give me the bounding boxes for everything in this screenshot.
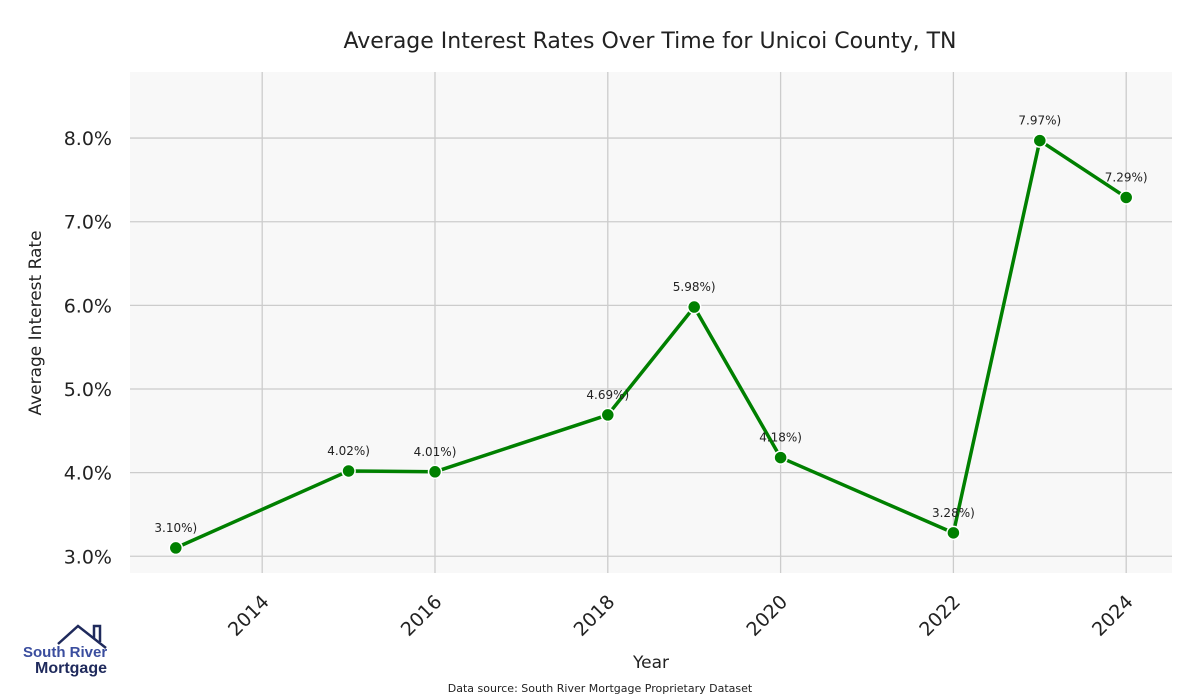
- y-axis-label: Average Interest Rate: [26, 230, 46, 415]
- data-point: [600, 407, 616, 423]
- data-label: 3.28%): [932, 506, 975, 520]
- data-point: [427, 464, 443, 480]
- data-point: [341, 463, 356, 479]
- data-point: [1118, 190, 1134, 205]
- data-point: [946, 525, 961, 541]
- chart-title: Average Interest Rates Over Time for Uni…: [343, 29, 956, 54]
- data-label: 3.10%): [154, 521, 197, 535]
- data-label: 4.02%): [327, 444, 370, 458]
- data-label: 7.97%): [1018, 114, 1061, 128]
- data-label: 4.18%): [759, 431, 802, 445]
- data-label: 4.01%): [414, 445, 457, 459]
- data-point: [773, 450, 788, 465]
- data-source-note: Data source: South River Mortgage Propri…: [447, 682, 753, 695]
- logo-line2: Mortgage: [35, 660, 107, 677]
- data-point: [1032, 133, 1048, 148]
- y-tick-label: 4.0%: [64, 463, 112, 485]
- data-label: 4.69%): [586, 388, 629, 402]
- logo-line1: South River: [23, 644, 108, 661]
- data-point: [168, 540, 184, 556]
- y-tick-label: 7.0%: [64, 212, 112, 234]
- south-river-mortgage-logo: South River Mortgage: [20, 620, 120, 684]
- house-roof-icon: [57, 624, 107, 649]
- data-label: 7.29%): [1105, 170, 1148, 184]
- y-tick-label: 3.0%: [64, 546, 112, 568]
- x-axis-label: Year: [632, 653, 669, 673]
- y-tick-label: 5.0%: [64, 379, 112, 401]
- x-tick-label: 2014: [224, 591, 274, 641]
- y-tick-label: 6.0%: [64, 295, 112, 317]
- x-tick-label: 2016: [397, 591, 447, 641]
- data-point: [686, 299, 702, 315]
- x-tick-label: 2022: [915, 591, 965, 641]
- x-tick-label: 2018: [570, 591, 620, 641]
- y-tick-label: 8.0%: [64, 128, 112, 150]
- x-tick-label: 2024: [1088, 591, 1138, 641]
- x-tick-label: 2020: [742, 591, 792, 641]
- data-label: 5.98%): [673, 280, 716, 294]
